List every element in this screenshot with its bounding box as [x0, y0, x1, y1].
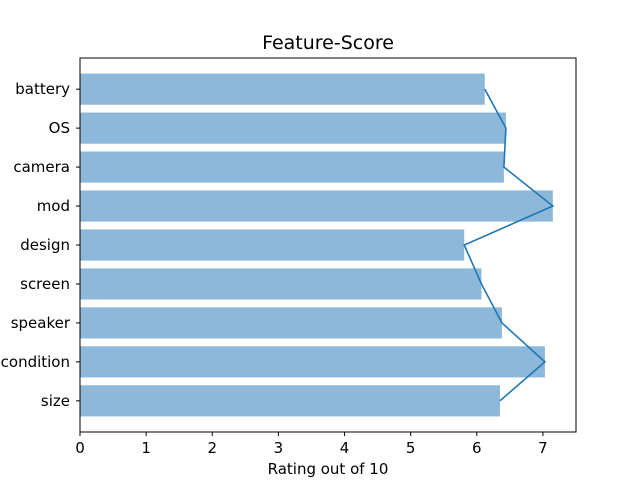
bar-speaker [80, 307, 502, 339]
bar-os [80, 112, 506, 144]
bar-design [80, 229, 465, 261]
y-tick-label: speaker [11, 314, 71, 332]
x-axis: 0 1 2 3 4 5 6 7 [75, 432, 548, 457]
x-tick-label: 5 [406, 439, 416, 457]
score-line [463, 88, 555, 402]
y-tick-label: battery [15, 80, 70, 98]
bar-size [80, 385, 500, 417]
x-tick-label: 6 [472, 439, 482, 457]
bars-group [80, 73, 553, 417]
y-tick-label: mod [37, 197, 70, 215]
x-tick-label: 1 [141, 439, 151, 457]
bar-screen [80, 268, 482, 300]
x-axis-title: Rating out of 10 [268, 460, 389, 478]
x-tick-label: 0 [75, 439, 85, 457]
bar-camera [80, 151, 504, 183]
x-tick-label: 7 [538, 439, 548, 457]
y-tick-label: condition [1, 353, 70, 371]
y-tick-label: screen [20, 275, 70, 293]
y-tick-label: design [20, 236, 70, 254]
chart-title: Feature-Score [262, 32, 394, 54]
x-tick-label: 2 [207, 439, 217, 457]
bar-mod [80, 190, 553, 222]
y-tick-label: OS [49, 119, 70, 137]
y-tick-label: camera [13, 158, 70, 176]
x-tick-label: 3 [274, 439, 284, 457]
y-tick-label: size [41, 392, 70, 410]
x-tick-label: 4 [340, 439, 350, 457]
bar-battery [80, 73, 485, 105]
y-axis: size condition speaker screen design mod camer… [1, 80, 80, 410]
bar-condition [80, 346, 545, 378]
